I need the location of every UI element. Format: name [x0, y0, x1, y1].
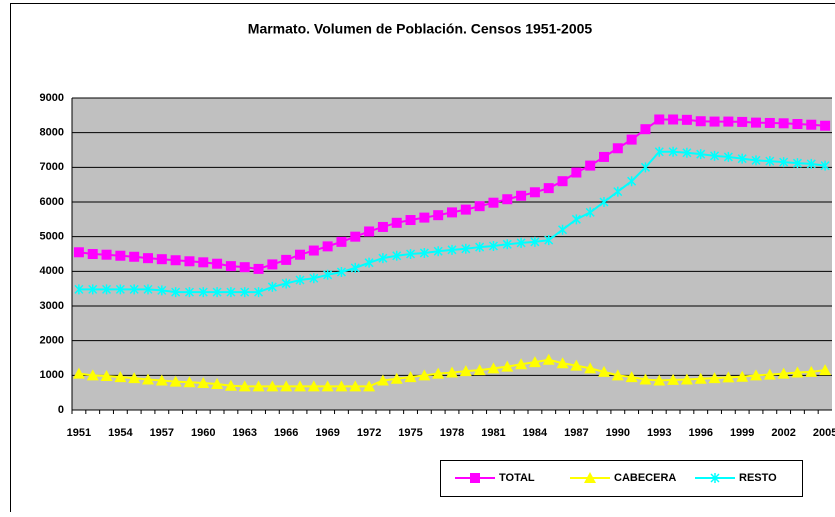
- x-tick-label: 1984: [523, 427, 548, 439]
- marker: [171, 255, 181, 265]
- marker: [710, 117, 720, 127]
- y-tick-label: 5000: [40, 231, 64, 243]
- marker: [102, 250, 112, 260]
- marker: [502, 194, 512, 204]
- marker: [226, 261, 236, 271]
- marker: [295, 250, 305, 260]
- marker: [392, 218, 402, 228]
- marker: [599, 152, 609, 162]
- marker: [571, 168, 581, 178]
- y-tick-label: 6000: [40, 196, 64, 208]
- marker: [267, 259, 277, 269]
- chart-title: Marmato. Volumen de Población. Censos 19…: [248, 21, 593, 37]
- marker: [115, 251, 125, 261]
- legend-label: CABECERA: [614, 472, 676, 484]
- marker: [820, 121, 830, 131]
- y-tick-label: 9000: [40, 92, 64, 104]
- marker: [723, 117, 733, 127]
- marker: [530, 187, 540, 197]
- marker: [129, 252, 139, 262]
- y-tick-label: 0: [58, 404, 64, 416]
- x-tick-label: 1990: [606, 427, 630, 439]
- marker: [378, 222, 388, 232]
- marker: [74, 247, 84, 257]
- marker: [640, 124, 650, 134]
- x-tick-label: 1957: [150, 427, 174, 439]
- legend-label: RESTO: [739, 472, 777, 484]
- y-tick-label: 2000: [40, 335, 64, 347]
- marker: [406, 215, 416, 225]
- y-tick-label: 1000: [40, 369, 64, 381]
- marker: [613, 143, 623, 153]
- marker: [544, 183, 554, 193]
- marker: [516, 191, 526, 201]
- x-tick-label: 1966: [274, 427, 298, 439]
- marker: [281, 255, 291, 265]
- marker: [558, 176, 568, 186]
- x-tick-label: 2005: [813, 427, 835, 439]
- y-tick-label: 8000: [40, 127, 64, 139]
- marker: [88, 249, 98, 259]
- marker: [470, 473, 480, 483]
- y-tick-label: 4000: [40, 265, 64, 277]
- x-tick-label: 2002: [771, 427, 795, 439]
- marker: [806, 120, 816, 130]
- x-tick-label: 1981: [481, 427, 505, 439]
- x-tick-label: 1972: [357, 427, 381, 439]
- marker: [447, 207, 457, 217]
- marker: [682, 115, 692, 125]
- marker: [585, 161, 595, 171]
- marker: [475, 201, 485, 211]
- marker: [419, 213, 429, 223]
- x-tick-label: 1996: [688, 427, 712, 439]
- x-tick-label: 1960: [191, 427, 215, 439]
- marker: [792, 119, 802, 129]
- marker: [737, 117, 747, 127]
- marker: [336, 237, 346, 247]
- marker: [323, 241, 333, 251]
- x-tick-label: 1963: [232, 427, 256, 439]
- marker: [488, 198, 498, 208]
- x-tick-label: 1978: [440, 427, 464, 439]
- y-tick-label: 3000: [40, 300, 64, 312]
- legend-label: TOTAL: [499, 472, 535, 484]
- marker: [143, 253, 153, 263]
- marker: [350, 232, 360, 242]
- marker: [240, 262, 250, 272]
- x-tick-label: 1987: [564, 427, 588, 439]
- marker: [198, 257, 208, 267]
- marker: [668, 114, 678, 124]
- marker: [433, 210, 443, 220]
- x-tick-label: 1954: [108, 427, 133, 439]
- x-tick-label: 1993: [647, 427, 671, 439]
- marker: [654, 114, 664, 124]
- marker: [461, 205, 471, 215]
- x-tick-label: 1999: [730, 427, 754, 439]
- marker: [309, 246, 319, 256]
- marker: [157, 254, 167, 264]
- marker: [751, 118, 761, 128]
- marker: [212, 259, 222, 269]
- x-tick-label: 1969: [315, 427, 339, 439]
- marker: [779, 118, 789, 128]
- y-tick-label: 7000: [40, 161, 64, 173]
- marker: [696, 116, 706, 126]
- x-tick-label: 1951: [67, 427, 91, 439]
- marker: [765, 118, 775, 128]
- marker: [627, 135, 637, 145]
- marker: [184, 256, 194, 266]
- marker: [254, 264, 264, 274]
- marker: [364, 226, 374, 236]
- x-tick-label: 1975: [398, 427, 422, 439]
